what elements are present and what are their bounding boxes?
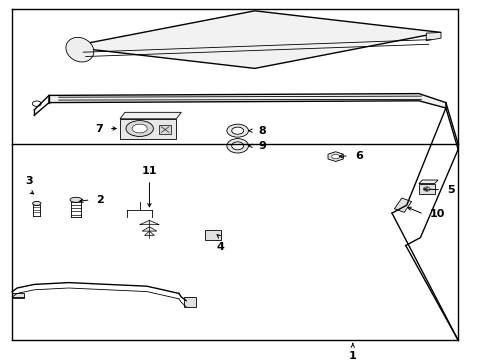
- Polygon shape: [140, 220, 159, 225]
- Text: 9: 9: [258, 141, 266, 151]
- Polygon shape: [12, 293, 24, 298]
- Polygon shape: [419, 180, 438, 184]
- Polygon shape: [120, 119, 176, 139]
- Polygon shape: [426, 32, 441, 41]
- Ellipse shape: [232, 142, 244, 150]
- Ellipse shape: [132, 124, 147, 133]
- Ellipse shape: [332, 154, 340, 159]
- Ellipse shape: [126, 121, 153, 136]
- Ellipse shape: [70, 197, 82, 202]
- Polygon shape: [120, 112, 181, 119]
- Text: 2: 2: [97, 195, 104, 205]
- Text: 10: 10: [430, 209, 445, 219]
- Polygon shape: [419, 184, 435, 194]
- Text: 4: 4: [217, 242, 224, 252]
- Polygon shape: [184, 297, 196, 307]
- Text: 5: 5: [447, 185, 455, 195]
- Ellipse shape: [423, 187, 430, 191]
- Text: 8: 8: [258, 126, 266, 136]
- Ellipse shape: [232, 127, 244, 134]
- Ellipse shape: [32, 101, 41, 107]
- Text: 1: 1: [349, 351, 357, 360]
- Polygon shape: [142, 227, 157, 231]
- Ellipse shape: [227, 139, 248, 153]
- Ellipse shape: [66, 37, 94, 62]
- Text: 11: 11: [142, 166, 157, 176]
- Text: 3: 3: [25, 176, 33, 186]
- Ellipse shape: [227, 124, 248, 137]
- Polygon shape: [205, 230, 221, 240]
- Polygon shape: [69, 11, 441, 68]
- Polygon shape: [145, 231, 154, 235]
- Polygon shape: [159, 125, 171, 134]
- Polygon shape: [49, 94, 446, 108]
- Ellipse shape: [32, 202, 41, 205]
- Polygon shape: [394, 198, 412, 212]
- Text: 6: 6: [355, 151, 363, 161]
- Text: 7: 7: [95, 123, 103, 134]
- Polygon shape: [328, 152, 343, 161]
